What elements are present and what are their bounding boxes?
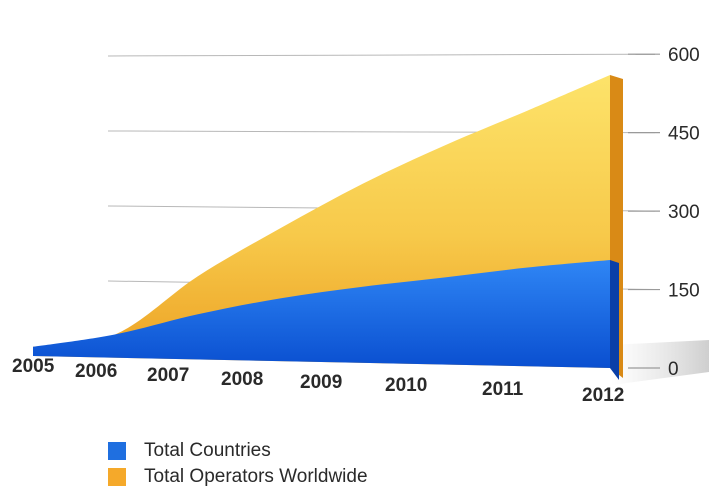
x-tick-label-2010: 2010	[385, 375, 427, 396]
floor-shadow	[610, 340, 709, 385]
legend-swatch-blue	[108, 442, 126, 460]
x-tick-label-2011: 2011	[482, 379, 524, 400]
y-tick-label: 150	[668, 281, 700, 302]
y-tick-0: 0	[628, 359, 679, 380]
legend: Total Countries Total Operators Worldwid…	[108, 438, 368, 490]
y-tick-label: 0	[668, 359, 679, 380]
legend-swatch-orange	[108, 468, 126, 486]
x-tick-label-2012: 2012	[582, 385, 624, 406]
legend-item-total-countries: Total Countries	[108, 438, 368, 464]
series-side-total-countries	[610, 260, 619, 380]
x-tick-label-2009: 2009	[300, 372, 342, 393]
y-axis-ticks: 0 150 300 450 600	[628, 45, 700, 380]
x-tick-label-2008: 2008	[221, 369, 263, 390]
y-tick-450: 450	[628, 124, 700, 145]
grid-line-600	[107, 53, 656, 57]
y-tick-600: 600	[628, 45, 700, 66]
y-tick-label: 600	[668, 45, 700, 66]
series-areas	[33, 75, 610, 369]
series-area-total-countries	[33, 260, 610, 368]
series-side-faces	[610, 75, 623, 380]
y-tick-label: 450	[668, 124, 700, 145]
x-tick-label-2006: 2006	[75, 361, 117, 382]
legend-item-total-operators: Total Operators Worldwide	[108, 464, 368, 490]
y-tick-300: 300	[628, 202, 700, 223]
legend-label-total-countries: Total Countries	[144, 440, 271, 461]
legend-label-total-operators: Total Operators Worldwide	[144, 466, 368, 487]
x-axis-ticks: 2005 2006 2007 2008 2009 2010 2011 2012	[12, 356, 624, 406]
x-tick-label-2007: 2007	[147, 365, 189, 386]
y-tick-label: 300	[668, 202, 700, 223]
x-tick-label-2005: 2005	[12, 356, 55, 377]
y-tick-150: 150	[628, 281, 700, 302]
